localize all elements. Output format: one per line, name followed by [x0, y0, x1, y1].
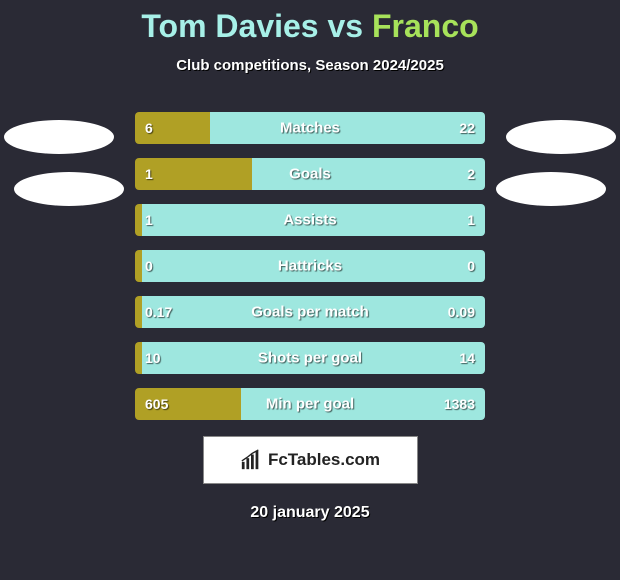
- bar-right: [252, 158, 485, 190]
- bar-right: [210, 112, 485, 144]
- stat-label: Matches: [280, 120, 340, 137]
- stat-row: Shots per goal 10 14: [135, 342, 485, 374]
- stat-label: Min per goal: [266, 396, 354, 413]
- stat-row: Matches 6 22: [135, 112, 485, 144]
- bar-left: [135, 296, 142, 328]
- stat-value-left: 605: [145, 396, 168, 412]
- stat-label: Hattricks: [278, 258, 342, 275]
- stat-value-right: 1: [467, 212, 475, 228]
- stat-value-right: 14: [459, 350, 475, 366]
- stat-value-left: 1: [145, 212, 153, 228]
- stat-value-right: 1383: [444, 396, 475, 412]
- logo-text: FcTables.com: [268, 450, 380, 470]
- stat-value-left: 0: [145, 258, 153, 274]
- date-text: 20 january 2025: [0, 504, 620, 522]
- stat-row: Goals 1 2: [135, 158, 485, 190]
- stat-value-left: 1: [145, 166, 153, 182]
- stat-value-right: 2: [467, 166, 475, 182]
- bar-left: [135, 342, 142, 374]
- logo-panel: FcTables.com: [203, 436, 418, 484]
- decor-ellipse-right-2: [496, 172, 606, 206]
- stat-value-left: 0.17: [145, 304, 172, 320]
- stat-row: Assists 1 1: [135, 204, 485, 236]
- stat-value-right: 0.09: [448, 304, 475, 320]
- stat-label: Shots per goal: [258, 350, 362, 367]
- bar-left: [135, 204, 142, 236]
- stat-label: Goals per match: [251, 304, 369, 321]
- stat-label: Assists: [283, 212, 336, 229]
- bar-left: [135, 250, 142, 282]
- comparison-chart: Matches 6 22 Goals 1 2 Assists 1 1 Hattricks 0 0 Goa…: [135, 112, 485, 420]
- player2-name: Franco: [372, 8, 479, 44]
- stat-row: Goals per match 0.17 0.09: [135, 296, 485, 328]
- stat-value-left: 10: [145, 350, 161, 366]
- player1-name: Tom Davies: [141, 8, 318, 44]
- decor-ellipse-right-1: [506, 120, 616, 154]
- decor-ellipse-left-2: [14, 172, 124, 206]
- stat-label: Goals: [289, 166, 331, 183]
- stat-value-right: 0: [467, 258, 475, 274]
- stat-value-right: 22: [459, 120, 475, 136]
- vs-separator: vs: [327, 8, 363, 44]
- stat-value-left: 6: [145, 120, 153, 136]
- bar-chart-icon: [240, 449, 262, 471]
- page-title: Tom Davies vs Franco: [0, 0, 620, 45]
- stat-row: Min per goal 605 1383: [135, 388, 485, 420]
- stat-row: Hattricks 0 0: [135, 250, 485, 282]
- subtitle: Club competitions, Season 2024/2025: [0, 57, 620, 74]
- decor-ellipse-left-1: [4, 120, 114, 154]
